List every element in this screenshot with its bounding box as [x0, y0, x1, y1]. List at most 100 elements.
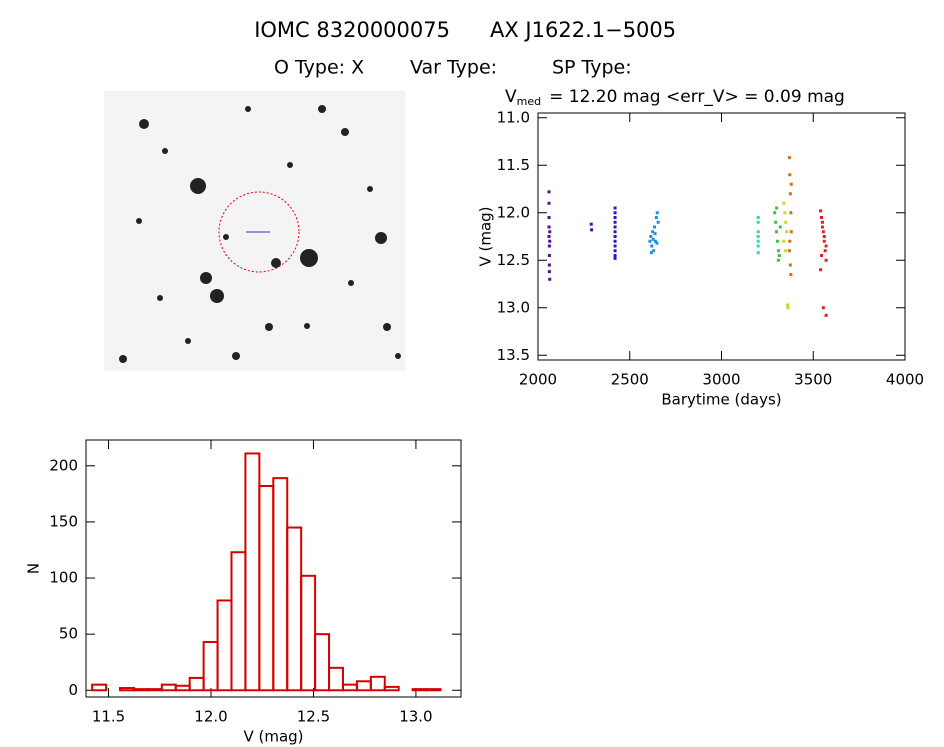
data-point [655, 211, 659, 215]
data-point [656, 220, 660, 224]
data-point [655, 241, 659, 245]
data-point [613, 235, 617, 238]
data-point [653, 232, 657, 236]
histogram-bar [341, 683, 358, 692]
data-point [548, 230, 552, 234]
data-point [547, 244, 551, 248]
y-tick-label: 50 [59, 625, 78, 643]
data-point [820, 216, 824, 219]
target-circle [218, 191, 300, 273]
sp-type: SP Type: [552, 57, 632, 79]
y-tick-label: 13.5 [497, 346, 530, 364]
histogram-bar [258, 485, 275, 692]
data-point [649, 235, 653, 238]
data-point [822, 235, 826, 238]
y-tick-label: 100 [49, 569, 78, 587]
data-point [820, 254, 824, 257]
median-annotation: Vmed = 12.20 mag <err_V> = 0.09 mag [505, 87, 845, 108]
data-point [787, 249, 791, 253]
x-tick-label: 2000 [519, 371, 557, 389]
y-tick-label: 11.0 [497, 108, 530, 126]
histogram-bar [188, 676, 205, 692]
x-tick-label: 13.0 [399, 708, 432, 726]
histogram-bar [272, 477, 289, 692]
data-point [824, 244, 828, 248]
object-id: IOMC 8320000075 [254, 18, 450, 42]
data-point [590, 228, 594, 232]
histogram-bar [300, 574, 317, 692]
histogram-bar [174, 684, 191, 692]
data-point [613, 220, 617, 224]
data-point [785, 230, 789, 234]
data-point [788, 173, 792, 177]
x-tick-label: 12.0 [194, 708, 227, 726]
data-point [648, 239, 652, 243]
histogram-bar [355, 680, 372, 692]
histogram-bar [411, 688, 428, 692]
data-point [547, 201, 551, 205]
data-point [789, 273, 793, 276]
data-point [782, 239, 786, 243]
y-axis-label: N [25, 563, 43, 574]
data-point [786, 303, 790, 307]
data-point [652, 249, 656, 253]
data-point [787, 156, 791, 160]
data-point [788, 263, 792, 267]
data-point [775, 239, 779, 243]
data-point [823, 249, 827, 253]
o-type: O Type: X [274, 57, 364, 79]
data-point [589, 222, 593, 226]
annotation-subscript: med [517, 95, 541, 108]
y-tick-label: 150 [49, 512, 78, 530]
data-point [777, 254, 781, 257]
data-point [547, 254, 551, 257]
data-point [778, 225, 782, 229]
data-point [653, 225, 657, 229]
y-tick-label: 12.0 [497, 203, 530, 221]
x-tick-label: 3000 [702, 371, 740, 389]
data-point [756, 230, 760, 234]
data-point [650, 244, 654, 248]
data-point [613, 256, 617, 260]
object-name: AX J1622.1−5005 [490, 18, 676, 42]
data-point [784, 220, 788, 224]
data-point [773, 211, 777, 215]
data-point [547, 225, 551, 229]
y-axis-label: V (mag) [477, 206, 495, 266]
data-point [613, 216, 617, 219]
data-point [756, 235, 760, 238]
data-point [613, 249, 617, 253]
data-point [651, 237, 655, 241]
stars [119, 105, 401, 363]
data-point [821, 306, 825, 310]
data-point [788, 239, 792, 243]
data-point [548, 239, 552, 243]
histogram-bar [230, 551, 247, 692]
data-point [651, 230, 655, 234]
y-tick-label: 13.0 [497, 298, 530, 316]
histogram-bar [216, 599, 233, 692]
annotation-symbol: V [505, 87, 517, 107]
histogram-bar [160, 683, 177, 692]
histogram-bar [425, 688, 442, 692]
data-point [789, 230, 793, 234]
data-point [822, 239, 826, 243]
data-point [756, 239, 760, 243]
x-tick-label: 4000 [886, 371, 924, 389]
data-point [613, 206, 617, 210]
x-tick-label: 11.5 [92, 708, 125, 726]
data-point [613, 225, 617, 229]
data-point [654, 216, 658, 219]
data-point [547, 270, 551, 274]
data-point [613, 254, 617, 257]
data-point [649, 251, 653, 255]
data-point [783, 211, 787, 215]
histogram-bar [91, 683, 108, 692]
data-point [819, 209, 823, 213]
data-point [547, 216, 551, 219]
data-point [547, 190, 551, 194]
data-point [820, 225, 824, 229]
data-point [782, 201, 786, 205]
x-axis-label: V (mag) [243, 728, 303, 746]
